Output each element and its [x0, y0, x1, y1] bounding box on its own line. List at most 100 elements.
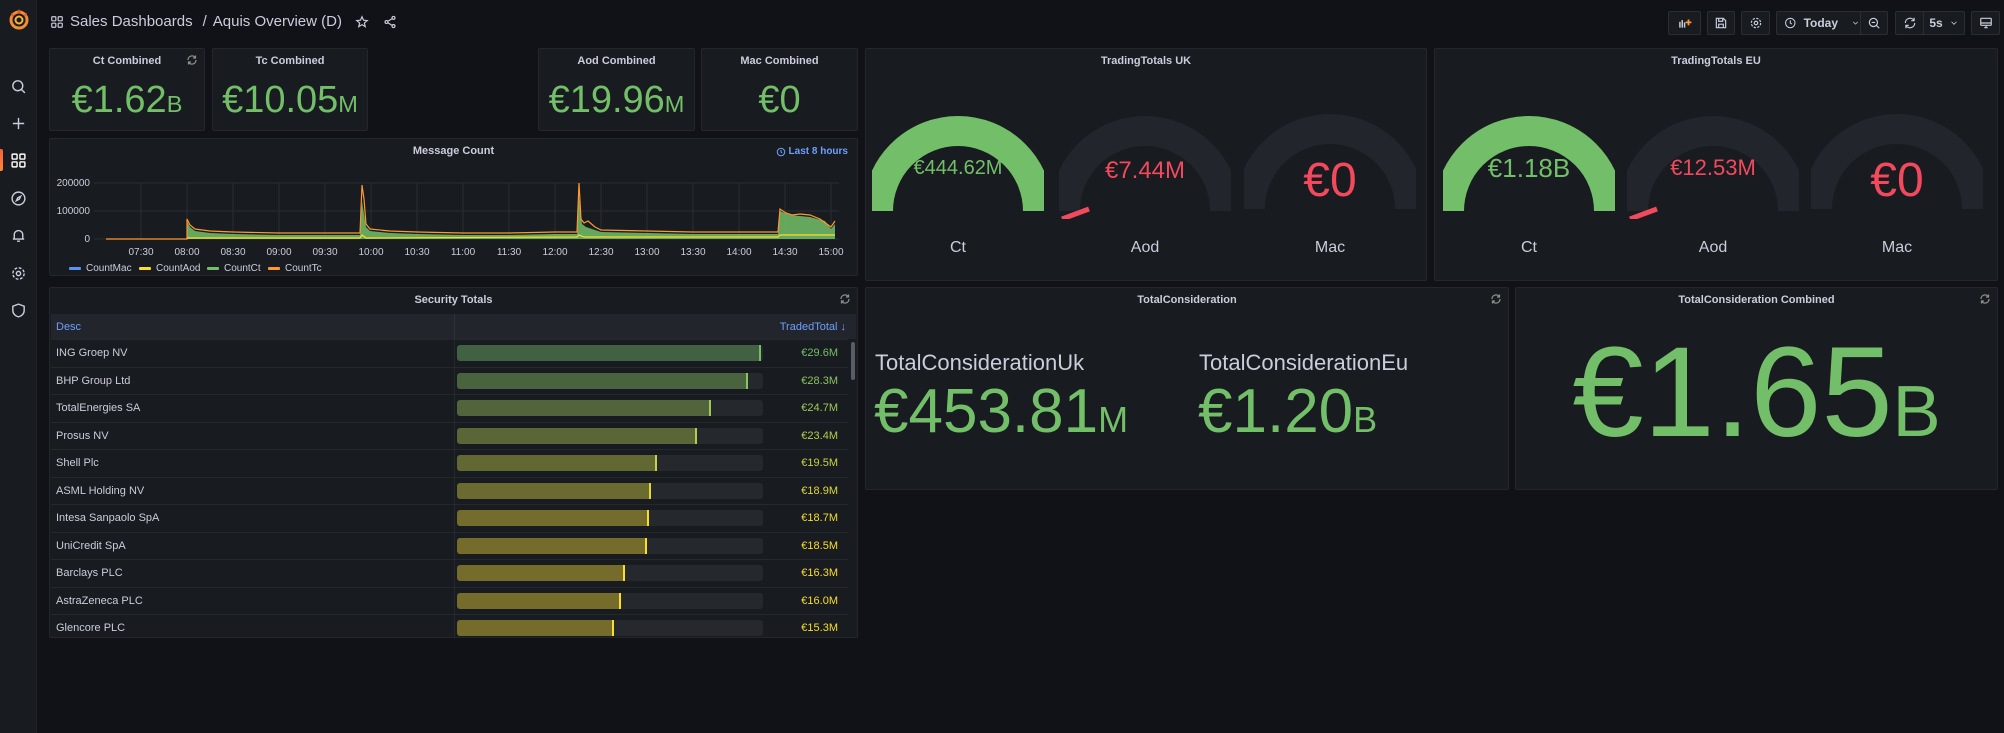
share-icon[interactable] [382, 14, 398, 30]
traded-total-bar [457, 345, 763, 361]
cell-desc: BHP Group Ltd [56, 374, 131, 387]
cell-traded-total: €18.5M [801, 539, 838, 552]
table-row[interactable]: AstraZeneca PLC €16.0M [51, 586, 848, 615]
stat-panel-tc-combined: Tc Combined €10.05M [212, 48, 368, 131]
breadcrumb-folder[interactable]: Sales Dashboards [70, 13, 193, 30]
column-header-desc[interactable]: Desc [56, 321, 82, 333]
table-header: Desc TradedTotal ↓ [51, 314, 856, 339]
cell-traded-total: €16.3M [801, 567, 838, 579]
traded-total-bar [457, 427, 763, 444]
sidebar-item-explore[interactable] [0, 183, 37, 213]
dashboard-title[interactable]: Aquis Overview (D) [212, 13, 342, 30]
sidebar-item-dashboards[interactable] [0, 145, 37, 175]
svg-text:15:00: 15:00 [818, 247, 843, 258]
dashboard-settings-button[interactable] [1741, 11, 1770, 35]
security-totals-panel: Security Totals Desc TradedTotal ↓ ING G… [49, 287, 858, 638]
table-row[interactable]: ASML Holding NV €18.9M [51, 476, 848, 505]
message-count-chart[interactable]: 200000 100000 0 07:30 08:00 08:30 09 [50, 139, 859, 277]
panel-title: Mac Combined [740, 55, 819, 67]
table-row[interactable]: BHP Group Ltd €28.3M [51, 366, 848, 395]
stat-value-combined: €1.65B [1572, 321, 1941, 464]
cell-desc: Shell Plc [56, 457, 99, 469]
tv-mode-button[interactable] [1971, 11, 2000, 35]
svg-text:11:30: 11:30 [497, 247, 522, 258]
cell-desc: ING Groep NV [56, 347, 128, 359]
gauge-arc [1618, 116, 1808, 222]
monitor-icon [1979, 17, 1992, 29]
stat-panel-ct-combined: Ct Combined €1.62B [49, 48, 205, 131]
gauge-aod: €7.44M Aod [1050, 109, 1240, 269]
traded-total-bar [457, 565, 763, 581]
legend-swatch-countct [207, 267, 219, 270]
top-navbar: Sales Dashboards / Aquis Overview (D) To… [37, 0, 2004, 44]
traded-total-bar [457, 537, 763, 554]
refresh-interval-picker[interactable]: 5s [1923, 11, 1965, 35]
cell-desc: Glencore PLC [56, 622, 126, 634]
stat-panel-mac-combined: Mac Combined €0 [701, 48, 858, 131]
svg-text:10:00: 10:00 [358, 247, 383, 258]
cell-traded-total: €15.3M [801, 622, 838, 634]
traded-total-bar [457, 482, 763, 499]
gauge-arc [1050, 116, 1240, 222]
table-scrollbar[interactable] [851, 342, 855, 380]
sort-desc-icon: ↓ [840, 321, 847, 333]
zoom-out-button[interactable] [1860, 11, 1888, 35]
save-icon [1715, 17, 1727, 29]
gauge-mac: €0 Mac [1802, 107, 1992, 269]
table-row[interactable]: ING Groep NV €29.6M [51, 339, 848, 367]
table-row[interactable]: Glencore PLC €15.3M [51, 614, 848, 637]
gauge-ct: €1.18B Ct [1434, 109, 1624, 269]
gauge-arc [1235, 114, 1425, 210]
gauge-ct: €444.62M Ct [863, 109, 1053, 269]
stat-value-eu: €1.20B [1198, 377, 1378, 446]
time-range-label: Today [1803, 16, 1839, 30]
refresh-icon[interactable] [1490, 293, 1502, 305]
legend-countaod: CountAod [156, 263, 200, 274]
refresh-icon[interactable] [839, 293, 851, 305]
grafana-logo-icon[interactable] [7, 7, 31, 31]
svg-text:11:00: 11:00 [451, 247, 476, 258]
star-icon[interactable] [354, 14, 370, 30]
table-row[interactable]: TotalEnergies SA €24.7M [51, 394, 848, 422]
add-panel-button[interactable] [1668, 11, 1701, 35]
stat-value: €19.96M [548, 79, 685, 121]
legend-swatch-counttc [268, 267, 280, 270]
legend-swatch-countmac [69, 267, 81, 270]
clock-icon [1785, 17, 1796, 29]
sidebar-item-alerting[interactable] [0, 220, 37, 250]
sidebar-item-create[interactable] [0, 108, 37, 138]
column-header-traded-total[interactable]: TradedTotal ↓ [779, 321, 847, 333]
refresh-icon[interactable] [1979, 293, 1991, 305]
table-row[interactable]: Prosus NV €23.4M [51, 421, 848, 450]
refresh-icon[interactable] [186, 54, 198, 66]
panel-title: Security Totals [414, 294, 493, 306]
save-dashboard-button[interactable] [1707, 11, 1735, 35]
svg-text:07:30: 07:30 [128, 247, 153, 258]
refresh-button[interactable] [1895, 11, 1923, 35]
refresh-interval-label: 5s [1929, 16, 1943, 30]
y-tick-label: 0 [84, 234, 90, 245]
cell-traded-total: €16.0M [801, 594, 838, 607]
sidebar [0, 0, 37, 733]
total-consideration-panel: TotalConsideration TotalConsiderationUk … [865, 287, 1509, 490]
table-row[interactable]: Shell Plc €19.5M [51, 449, 848, 477]
gauge-arc [1802, 114, 1992, 210]
gauge-arc [1434, 116, 1624, 212]
cell-desc: UniCredit SpA [56, 539, 126, 552]
panel-title: Aod Combined [577, 55, 656, 67]
sidebar-item-configuration[interactable] [0, 258, 37, 288]
table-row[interactable]: Barclays PLC €16.3M [51, 559, 848, 587]
sidebar-item-search[interactable] [0, 71, 37, 101]
panel-title: TradingTotals UK [1100, 55, 1192, 67]
trading-totals-uk-panel: TradingTotals UK €444.62M Ct €7.44M Aod … [863, 48, 1427, 281]
time-range-picker[interactable]: Today [1776, 11, 1860, 35]
table-row[interactable]: Intesa Sanpaolo SpA €18.7M [51, 504, 848, 532]
gauge-arc [863, 116, 1053, 212]
y-tick-label: 200000 [57, 178, 91, 189]
time-override-badge[interactable]: Last 8 hours [776, 146, 848, 157]
sidebar-item-server-admin[interactable] [0, 295, 37, 325]
table-row[interactable]: UniCredit SpA €18.5M [51, 531, 848, 560]
traded-total-bar [457, 620, 763, 636]
panel-title: TotalConsideration Combined [1678, 294, 1835, 306]
svg-text:09:30: 09:30 [312, 247, 337, 258]
